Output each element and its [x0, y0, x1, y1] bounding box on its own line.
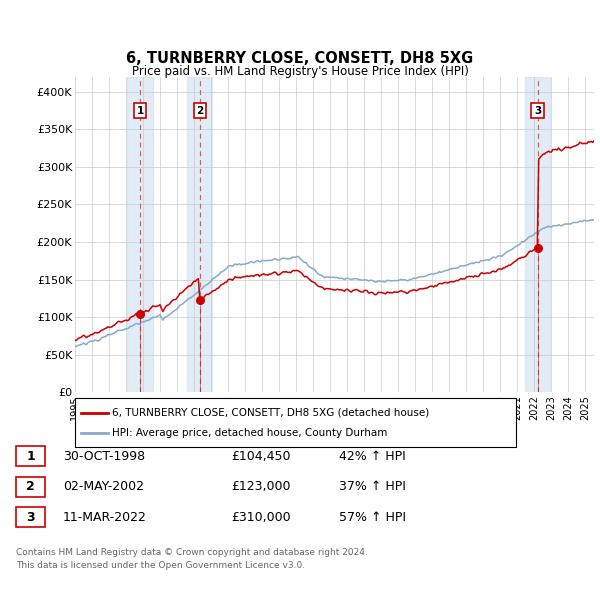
Point	[136, 310, 145, 319]
Text: 57% ↑ HPI: 57% ↑ HPI	[339, 511, 406, 524]
Text: 2: 2	[196, 106, 203, 116]
Text: £310,000: £310,000	[231, 511, 290, 524]
Text: 37% ↑ HPI: 37% ↑ HPI	[339, 480, 406, 493]
Text: Contains HM Land Registry data © Crown copyright and database right 2024.: Contains HM Land Registry data © Crown c…	[16, 548, 368, 557]
Text: Price paid vs. HM Land Registry's House Price Index (HPI): Price paid vs. HM Land Registry's House …	[131, 65, 469, 78]
Text: 11-MAR-2022: 11-MAR-2022	[63, 511, 147, 524]
Text: 3: 3	[534, 106, 541, 116]
Text: 2: 2	[26, 480, 35, 493]
Text: This data is licensed under the Open Government Licence v3.0.: This data is licensed under the Open Gov…	[16, 561, 305, 570]
Text: 02-MAY-2002: 02-MAY-2002	[63, 480, 144, 493]
Text: £104,450: £104,450	[231, 450, 290, 463]
Text: 1: 1	[26, 450, 35, 463]
Text: 6, TURNBERRY CLOSE, CONSETT, DH8 5XG: 6, TURNBERRY CLOSE, CONSETT, DH8 5XG	[127, 51, 473, 66]
Bar	[187, 77, 212, 392]
Bar	[525, 77, 550, 392]
Text: HPI: Average price, detached house, County Durham: HPI: Average price, detached house, Coun…	[112, 428, 388, 438]
Text: 6, TURNBERRY CLOSE, CONSETT, DH8 5XG (detached house): 6, TURNBERRY CLOSE, CONSETT, DH8 5XG (de…	[112, 408, 430, 418]
Text: 3: 3	[26, 511, 35, 524]
Text: 1: 1	[137, 106, 144, 116]
Text: £123,000: £123,000	[231, 480, 290, 493]
Text: 30-OCT-1998: 30-OCT-1998	[63, 450, 145, 463]
Bar	[127, 77, 153, 392]
Text: 42% ↑ HPI: 42% ↑ HPI	[339, 450, 406, 463]
Point	[195, 295, 205, 304]
Point	[533, 244, 542, 253]
